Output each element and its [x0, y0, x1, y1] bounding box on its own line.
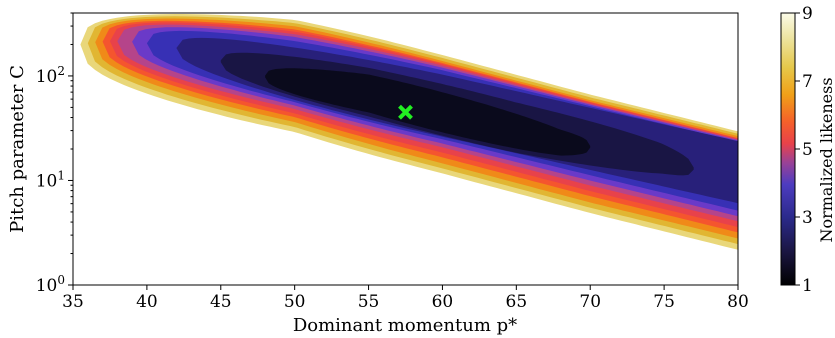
contour-band-level-1	[265, 68, 591, 156]
x-tick-label: 70	[579, 292, 601, 312]
best-fit-marker	[398, 104, 413, 120]
x-tick-label: 40	[136, 292, 158, 312]
x-tick-label: 65	[506, 292, 528, 312]
x-tick-label: 45	[210, 292, 232, 312]
x-tick-label: 35	[62, 292, 84, 312]
colorbar-title: Normalized likeness	[817, 77, 835, 242]
colorbar-ticks: 1 3 5 7 9	[795, 4, 813, 296]
colorbar-tick-label: 5	[802, 140, 813, 160]
y-tick-label: 101	[36, 168, 65, 191]
x-tick-label: 80	[727, 292, 749, 312]
y-tick-label: 102	[36, 64, 65, 87]
colorbar	[780, 12, 796, 286]
x-tick-label: 55	[358, 292, 380, 312]
x-axis: 35 40 45 50 55 60 65 70 75 80	[62, 285, 749, 312]
x-tick-label: 50	[284, 292, 306, 312]
colorbar-tick-label: 1	[802, 276, 813, 296]
best-fit-x-mark	[398, 104, 413, 120]
colorbar-tick-label: 9	[802, 4, 813, 24]
y-axis-title: Pitch parameter C	[7, 65, 28, 233]
y-axis: 100 101 102	[36, 12, 73, 296]
x-tick-label: 60	[432, 292, 454, 312]
colorbar-tick-label: 7	[802, 72, 813, 92]
colorbar-tick-label: 3	[802, 208, 813, 228]
y-tick-label: 100	[36, 273, 65, 296]
contour-regions	[80, 14, 738, 250]
x-tick-label: 75	[653, 292, 675, 312]
x-axis-title: Dominant momentum p*	[293, 315, 517, 336]
